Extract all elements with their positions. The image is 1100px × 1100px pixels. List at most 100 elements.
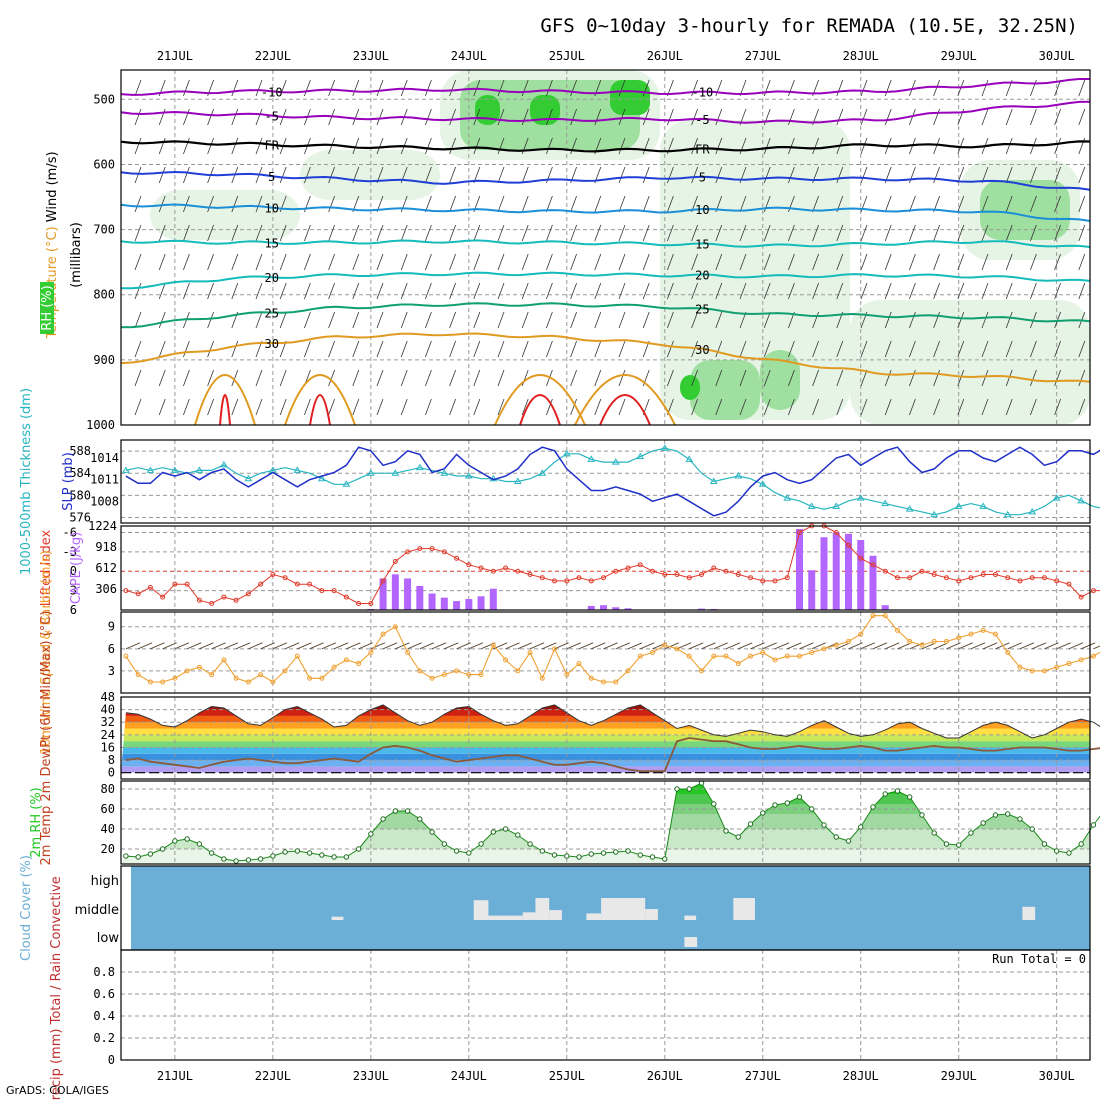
wind-barb bbox=[860, 253, 868, 271]
wind-barb bbox=[739, 282, 747, 300]
wind-barb bbox=[836, 340, 844, 358]
wind-barb bbox=[1054, 224, 1061, 242]
wind-barb bbox=[279, 311, 287, 329]
wind-speed-point bbox=[380, 631, 386, 637]
wind-barb bbox=[449, 79, 456, 97]
wind-barb-10m bbox=[578, 642, 594, 650]
wind-barb bbox=[860, 166, 868, 184]
wind-barb-10m bbox=[431, 642, 447, 650]
wind-speed-point bbox=[613, 679, 619, 685]
isotherm-35 bbox=[309, 394, 331, 426]
rh-point bbox=[147, 851, 154, 857]
thickness-point bbox=[244, 474, 253, 482]
wind-barb bbox=[546, 137, 553, 155]
wind-barb bbox=[860, 369, 868, 387]
wind-speed-point bbox=[637, 653, 643, 659]
wind-barb bbox=[183, 224, 190, 242]
li-point bbox=[772, 578, 778, 584]
wind-barb bbox=[207, 253, 214, 271]
li-point bbox=[478, 565, 484, 571]
wind-barb bbox=[328, 282, 335, 300]
wind-barb bbox=[909, 398, 916, 416]
thickness-slp-frame bbox=[120, 439, 1091, 524]
wind-barb bbox=[618, 224, 626, 242]
wind-barb bbox=[1054, 195, 1061, 213]
wind-barb-10m bbox=[701, 642, 716, 650]
top-date-label: 23JUL bbox=[353, 49, 389, 63]
temp-ytick: 32 bbox=[101, 715, 115, 729]
wind-barb bbox=[158, 398, 166, 416]
precip-ytick: 0 bbox=[108, 1053, 115, 1067]
wind-speed-point bbox=[711, 653, 717, 659]
wind-barb bbox=[1005, 224, 1013, 242]
rh-point bbox=[637, 852, 643, 858]
wind-speed-point bbox=[282, 668, 288, 674]
wind-barb-10m bbox=[689, 642, 704, 650]
wind-barb bbox=[546, 253, 553, 271]
wind-barb bbox=[981, 398, 989, 416]
rh-point bbox=[331, 854, 337, 860]
cape-bar bbox=[808, 570, 816, 610]
cape-bar bbox=[453, 601, 461, 610]
isotherm-label: 20 bbox=[695, 268, 709, 282]
wind-barb-10m bbox=[946, 642, 961, 650]
wind-barb bbox=[884, 282, 892, 300]
rh-point bbox=[539, 848, 546, 854]
wind-barb bbox=[1078, 224, 1086, 242]
wind-barb bbox=[473, 108, 481, 126]
wind-barb bbox=[449, 369, 456, 387]
wind-barb-10m bbox=[542, 642, 557, 650]
wind-barb bbox=[570, 195, 577, 213]
run-total: Run Total = 0 bbox=[992, 952, 1086, 966]
rh-point bbox=[564, 853, 570, 859]
cloud-category-label: high bbox=[91, 874, 119, 889]
wind-barb-10m bbox=[125, 642, 141, 650]
wind-barb bbox=[642, 282, 650, 300]
wind-speed-point bbox=[527, 650, 533, 655]
wind-barb bbox=[279, 369, 287, 387]
wind-barb-10m bbox=[554, 642, 569, 650]
li-point bbox=[711, 565, 717, 571]
rh-point bbox=[662, 856, 668, 862]
wind-speed-point bbox=[845, 638, 851, 644]
wind-barb bbox=[981, 108, 989, 126]
rh-point bbox=[172, 838, 178, 844]
wind-barb bbox=[618, 108, 626, 126]
wind-barb bbox=[134, 137, 142, 155]
wind-barb bbox=[933, 253, 940, 271]
wind-barb bbox=[739, 398, 747, 416]
wind-barb bbox=[691, 224, 698, 242]
cape-bar bbox=[881, 605, 889, 610]
wind-barb bbox=[933, 108, 940, 126]
wind-speed-point bbox=[772, 657, 778, 663]
wind-barb bbox=[1030, 195, 1037, 213]
thickness-point bbox=[464, 471, 473, 479]
wind-barb bbox=[570, 137, 577, 155]
rh-point bbox=[257, 856, 264, 862]
wind-speed-point bbox=[992, 631, 998, 637]
precip-frame bbox=[120, 949, 1091, 1061]
li-point bbox=[858, 555, 864, 561]
rh-point bbox=[355, 846, 362, 852]
top-date-label: 28JUL bbox=[843, 49, 879, 63]
li-point bbox=[258, 581, 264, 587]
wind-barb bbox=[618, 253, 626, 271]
li-point bbox=[184, 581, 190, 587]
wind-barb bbox=[1030, 398, 1037, 416]
wind-speed-point bbox=[858, 631, 864, 637]
wind-barb-10m bbox=[1019, 642, 1035, 650]
wind-barb bbox=[642, 195, 650, 213]
thickness-point bbox=[440, 469, 449, 476]
bottom-date-label: 24JUL bbox=[451, 1069, 487, 1083]
wind-barb bbox=[570, 224, 577, 242]
li-ytick: -3 bbox=[63, 545, 77, 559]
li-point bbox=[894, 575, 900, 581]
isotherm-30-loop bbox=[194, 374, 256, 426]
thickness-point bbox=[538, 469, 547, 476]
wind-barb bbox=[1005, 253, 1013, 271]
wind-barb-10m bbox=[211, 642, 226, 650]
wind-barb bbox=[836, 108, 844, 126]
wind-barb bbox=[473, 253, 481, 271]
li-point bbox=[515, 568, 521, 574]
